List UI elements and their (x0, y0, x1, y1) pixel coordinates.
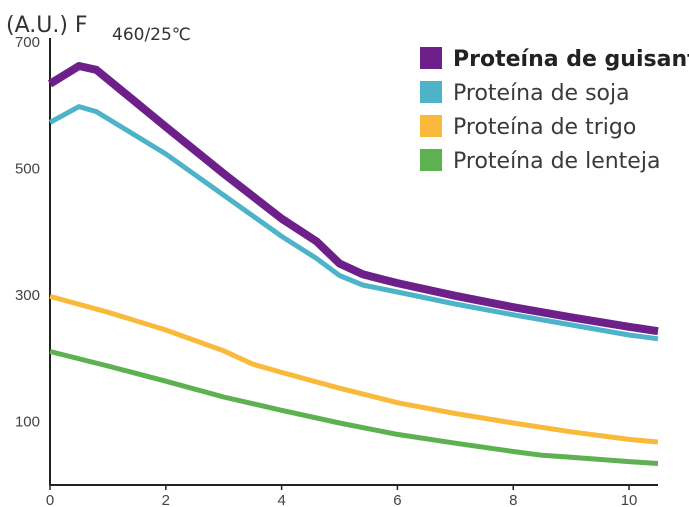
series-line-3 (49, 293, 659, 445)
legend: Proteína de guisante Proteína de soja Prot… (420, 47, 689, 174)
series-line-2 (48, 104, 659, 342)
y-axis-label-subscript: 460/25℃ (112, 25, 191, 45)
x-tick-label: 2 (162, 492, 170, 507)
y-axis-label: (A.U.) F (6, 13, 88, 38)
legend-label-4: Proteína de lenteja (453, 149, 660, 174)
legend-label-1: Proteína de guisante (453, 47, 689, 72)
y-tick-label: 500 (15, 161, 40, 178)
legend-label-2: Proteína de soja (453, 81, 630, 106)
x-tick-label: 6 (393, 492, 401, 507)
series-line-1 (47, 62, 659, 336)
axes: 0 2 4 6 8 10 100 300 500 700 (15, 34, 658, 507)
legend-swatch-3 (420, 115, 442, 137)
legend-swatch-4 (420, 149, 442, 171)
x-tick-label: 0 (46, 492, 54, 507)
x-tick-label: 10 (621, 492, 638, 507)
y-tick-label: 100 (15, 414, 40, 431)
y-tick-label: 300 (15, 287, 40, 304)
legend-swatch-2 (420, 81, 442, 103)
plot-area (47, 62, 659, 466)
y-tick-label: 700 (15, 34, 40, 51)
x-tick-label: 4 (277, 492, 285, 507)
legend-swatch-1 (420, 47, 442, 69)
x-tick-label: 8 (509, 492, 517, 507)
legend-label-3: Proteína de trigo (453, 115, 636, 140)
series-line-4 (49, 349, 659, 466)
